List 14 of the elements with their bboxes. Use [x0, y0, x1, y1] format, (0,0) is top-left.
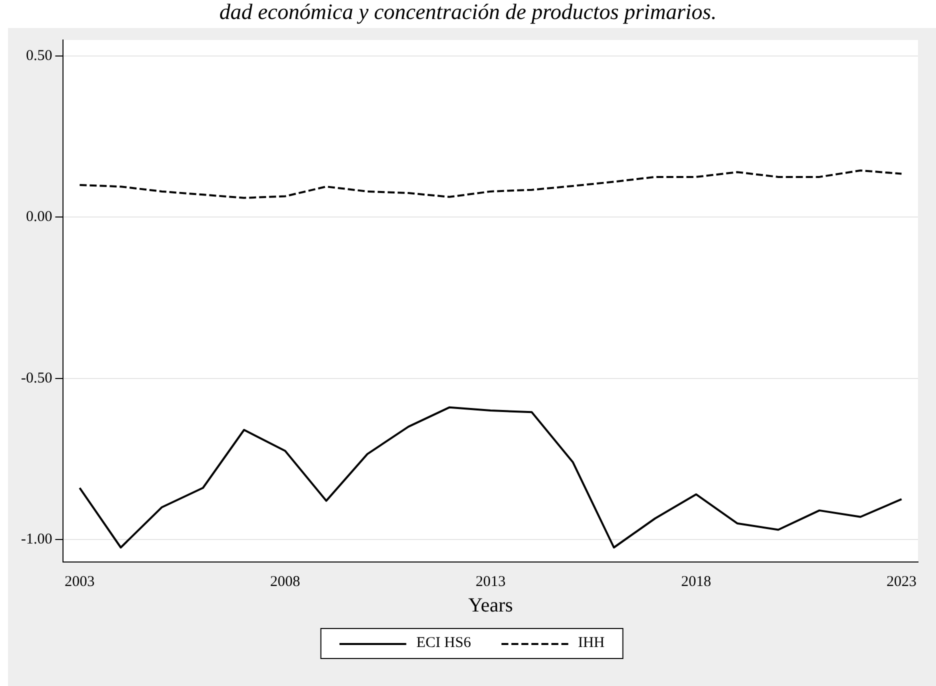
- line-series: [78, 170, 903, 199]
- x-axis-title: Years: [468, 594, 514, 616]
- y-tick-label: -0.50: [20, 370, 52, 386]
- x-tick-label: 2023: [886, 574, 917, 590]
- x-tick-label: 2013: [476, 574, 506, 590]
- x-tick-label: 2008: [270, 574, 300, 590]
- chart-title: dad económica y concentración de productos primarios.: [218, 0, 718, 24]
- x-tick-label: 2018: [681, 574, 712, 590]
- y-tick-label: 0.00: [26, 209, 52, 226]
- y-tick-label: 0.50: [26, 48, 52, 64]
- legend-label: IHH: [578, 635, 605, 652]
- x-tick-label: 2003: [64, 574, 95, 590]
- legend-label: ECI HS6: [416, 635, 471, 652]
- y-tick-label: -1.00: [20, 531, 52, 548]
